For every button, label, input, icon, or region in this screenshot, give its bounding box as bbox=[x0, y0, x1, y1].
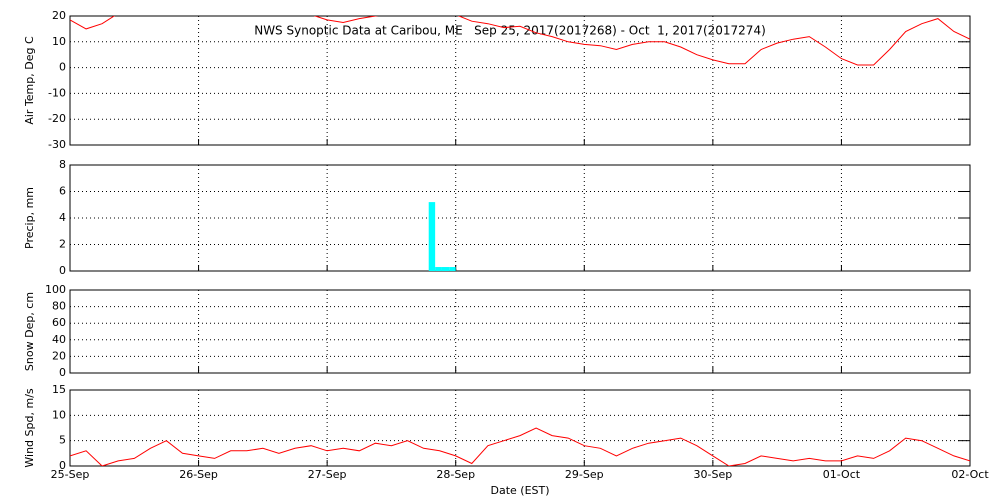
bar bbox=[449, 267, 456, 271]
y-tick-label: 20 bbox=[52, 349, 66, 362]
y-tick-label: 6 bbox=[59, 185, 66, 198]
plot-area bbox=[428, 202, 456, 271]
plot-frame bbox=[69, 164, 971, 272]
y-tick-label: -30 bbox=[48, 138, 66, 151]
x-tick-label: 26-Sep bbox=[179, 468, 218, 481]
y-tick-label: 0 bbox=[59, 366, 66, 379]
y-tick-label: 0 bbox=[59, 61, 66, 74]
y-tick-label: 60 bbox=[52, 316, 66, 329]
y-axis-label: Snow Dep, cm bbox=[23, 292, 36, 371]
y-tick-label: 8 bbox=[59, 158, 66, 171]
x-tick-label: 02-Oct bbox=[951, 468, 989, 481]
y-tick-label: 5 bbox=[59, 434, 66, 447]
y-tick-label: 40 bbox=[52, 333, 66, 346]
bar bbox=[428, 202, 436, 271]
y-tick-label: 2 bbox=[59, 238, 66, 251]
data-line bbox=[70, 16, 970, 66]
bar bbox=[435, 267, 442, 271]
plot-frame bbox=[69, 15, 971, 146]
chart-title: NWS Synoptic Data at Caribou, ME Sep 25,… bbox=[254, 24, 766, 38]
y-tick-label: 20 bbox=[52, 9, 66, 22]
y-tick-label: -10 bbox=[48, 86, 66, 99]
bar bbox=[441, 267, 450, 271]
plot-area bbox=[70, 16, 970, 66]
y-axis-label: Wind Spd, m/s bbox=[23, 388, 36, 468]
y-tick-label: 15 bbox=[52, 383, 66, 396]
x-tick-label: 29-Sep bbox=[565, 468, 604, 481]
y-tick-label: 0 bbox=[59, 264, 66, 277]
plot-frame bbox=[69, 389, 971, 467]
x-tick-label: 28-Sep bbox=[436, 468, 475, 481]
plot-frame bbox=[69, 289, 971, 374]
x-tick-label: 25-Sep bbox=[51, 468, 90, 481]
y-tick-label: -20 bbox=[48, 112, 66, 125]
y-axis-label: Precip, mm bbox=[23, 187, 36, 249]
y-tick-label: 0 bbox=[59, 459, 66, 472]
y-tick-label: 4 bbox=[59, 211, 66, 224]
y-tick-label: 10 bbox=[52, 408, 66, 421]
x-axis-label: Date (EST) bbox=[490, 484, 549, 497]
y-tick-label: 80 bbox=[52, 300, 66, 313]
y-axis-label: Air Temp, Deg C bbox=[23, 36, 36, 125]
y-tick-label: 10 bbox=[52, 35, 66, 48]
data-line bbox=[70, 427, 970, 466]
plot-area bbox=[70, 427, 970, 466]
y-tick-label: 100 bbox=[45, 283, 66, 296]
x-tick-label: 01-Oct bbox=[823, 468, 861, 481]
x-tick-label: 30-Sep bbox=[694, 468, 733, 481]
x-tick-label: 27-Sep bbox=[308, 468, 347, 481]
